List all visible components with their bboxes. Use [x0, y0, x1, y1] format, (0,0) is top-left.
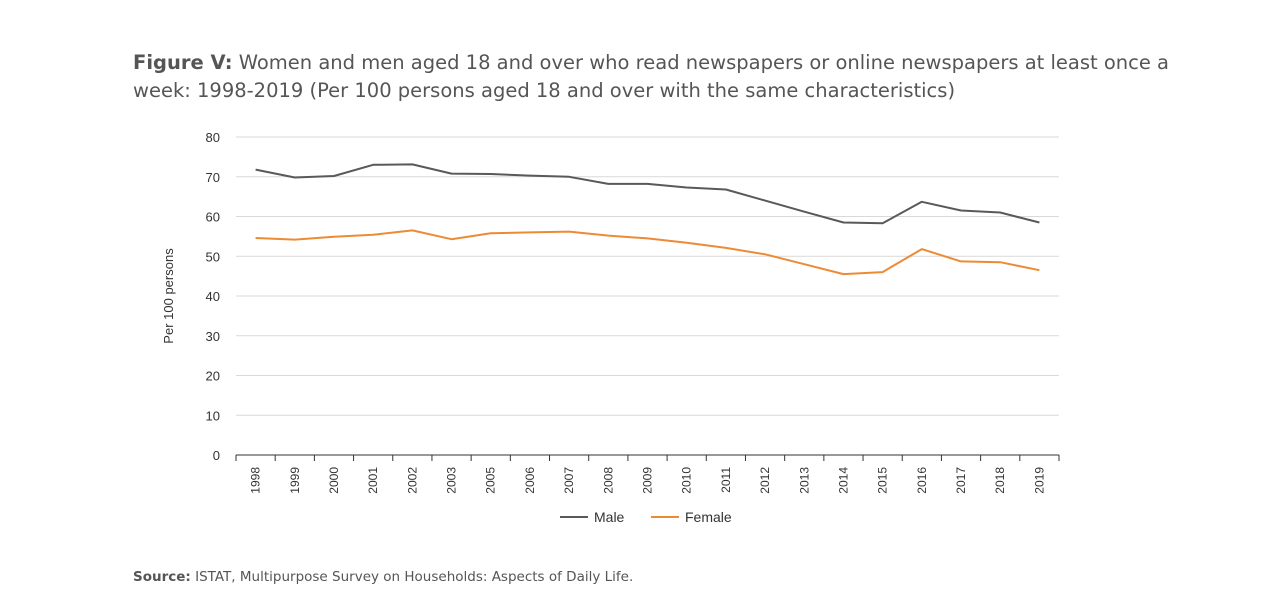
- x-tick-label: 2000: [327, 467, 341, 494]
- data-series: [253, 162, 1042, 277]
- data-point-male: [449, 171, 454, 176]
- data-point-male: [253, 167, 258, 172]
- x-tick-label: 2011: [719, 467, 733, 493]
- x-tick-label: 2017: [954, 467, 968, 494]
- x-tick-label: 2018: [993, 467, 1007, 494]
- data-point-female: [331, 234, 336, 239]
- x-tick-label: 2014: [836, 467, 850, 494]
- data-point-female: [763, 252, 768, 257]
- x-tick-label: 1999: [288, 467, 302, 494]
- x-tick-label: 2015: [876, 467, 890, 494]
- y-tick-label: 80: [206, 130, 220, 145]
- data-point-female: [998, 260, 1003, 265]
- series-line-male: [255, 163, 1040, 225]
- data-point-male: [763, 198, 768, 203]
- data-point-female: [645, 236, 650, 241]
- x-tick-label: 2009: [641, 467, 655, 494]
- source-note: Source: ISTAT, Multipurpose Survey on Ho…: [133, 569, 633, 585]
- y-axis-label: Per 100 persons: [161, 248, 176, 344]
- x-tick-label: 2008: [601, 467, 615, 494]
- data-point-female: [880, 270, 885, 275]
- data-point-female: [410, 228, 415, 233]
- legend-label-female: Female: [685, 509, 732, 525]
- y-tick-label: 70: [206, 170, 220, 185]
- data-point-female: [488, 231, 493, 236]
- x-tick-label: 2012: [758, 467, 772, 494]
- figure-title: Figure V: Women and men aged 18 and over…: [133, 49, 1173, 105]
- data-point-female: [567, 229, 572, 234]
- data-point-female: [527, 230, 532, 235]
- data-point-male: [645, 181, 650, 186]
- y-tick-label: 10: [206, 408, 220, 423]
- data-point-male: [802, 209, 807, 214]
- x-tick-label: 2005: [484, 467, 498, 494]
- x-tick-label: 2007: [562, 467, 576, 494]
- data-point-male: [1037, 220, 1042, 225]
- data-point-female: [919, 247, 924, 252]
- data-point-female: [684, 240, 689, 245]
- y-axis-ticks: 0 10 20 30 40 50 60 70 80: [206, 130, 220, 463]
- data-point-male: [410, 162, 415, 167]
- data-point-male: [998, 210, 1003, 215]
- x-tick-label: 2006: [523, 467, 537, 494]
- data-point-male: [292, 175, 297, 180]
- x-axis-ticks: 1998 1999 2000 2001 2002 2003 2005 2006 2007 2008…: [235, 455, 1060, 494]
- data-point-male: [841, 220, 846, 225]
- data-point-female: [841, 272, 846, 277]
- data-point-male: [919, 199, 924, 204]
- figure-label: Figure V:: [133, 51, 233, 74]
- x-tick-label: 2003: [445, 467, 459, 494]
- figure-title-text: Women and men aged 18 and over who read …: [133, 51, 1170, 102]
- x-tick-label: 2001: [366, 467, 380, 494]
- x-tick-label: 2010: [680, 467, 694, 494]
- data-point-male: [880, 221, 885, 226]
- data-point-female: [606, 233, 611, 238]
- y-tick-label: 30: [206, 329, 220, 344]
- data-point-female: [253, 235, 258, 240]
- source-label: Source:: [133, 569, 191, 585]
- y-tick-label: 0: [213, 448, 220, 463]
- data-point-female: [371, 232, 376, 237]
- data-point-male: [331, 173, 336, 178]
- data-point-male: [684, 185, 689, 190]
- data-point-female: [723, 245, 728, 250]
- gridlines: [236, 136, 1059, 456]
- data-point-female: [1037, 268, 1042, 273]
- legend: Male Female: [560, 509, 732, 525]
- data-point-male: [527, 173, 532, 178]
- x-tick-label: 1998: [249, 467, 263, 494]
- x-tick-label: 2013: [797, 467, 811, 494]
- data-point-female: [449, 237, 454, 242]
- y-tick-label: 50: [206, 249, 220, 264]
- x-tick-label: 2019: [1032, 467, 1046, 494]
- y-tick-label: 60: [206, 210, 220, 225]
- data-point-male: [371, 162, 376, 167]
- series-line-female: [255, 229, 1040, 276]
- data-point-male: [488, 171, 493, 176]
- data-point-female: [802, 262, 807, 267]
- data-point-male: [723, 187, 728, 192]
- y-tick-label: 20: [206, 369, 220, 384]
- source-text: ISTAT, Multipurpose Survey on Households…: [195, 569, 634, 585]
- x-tick-label: 2002: [405, 467, 419, 494]
- data-point-male: [959, 208, 964, 213]
- data-point-female: [959, 259, 964, 264]
- data-point-male: [606, 181, 611, 186]
- legend-label-male: Male: [594, 509, 625, 525]
- y-tick-label: 40: [206, 289, 220, 304]
- x-tick-label: 2016: [915, 467, 929, 494]
- data-point-male: [567, 174, 572, 179]
- data-point-female: [292, 237, 297, 242]
